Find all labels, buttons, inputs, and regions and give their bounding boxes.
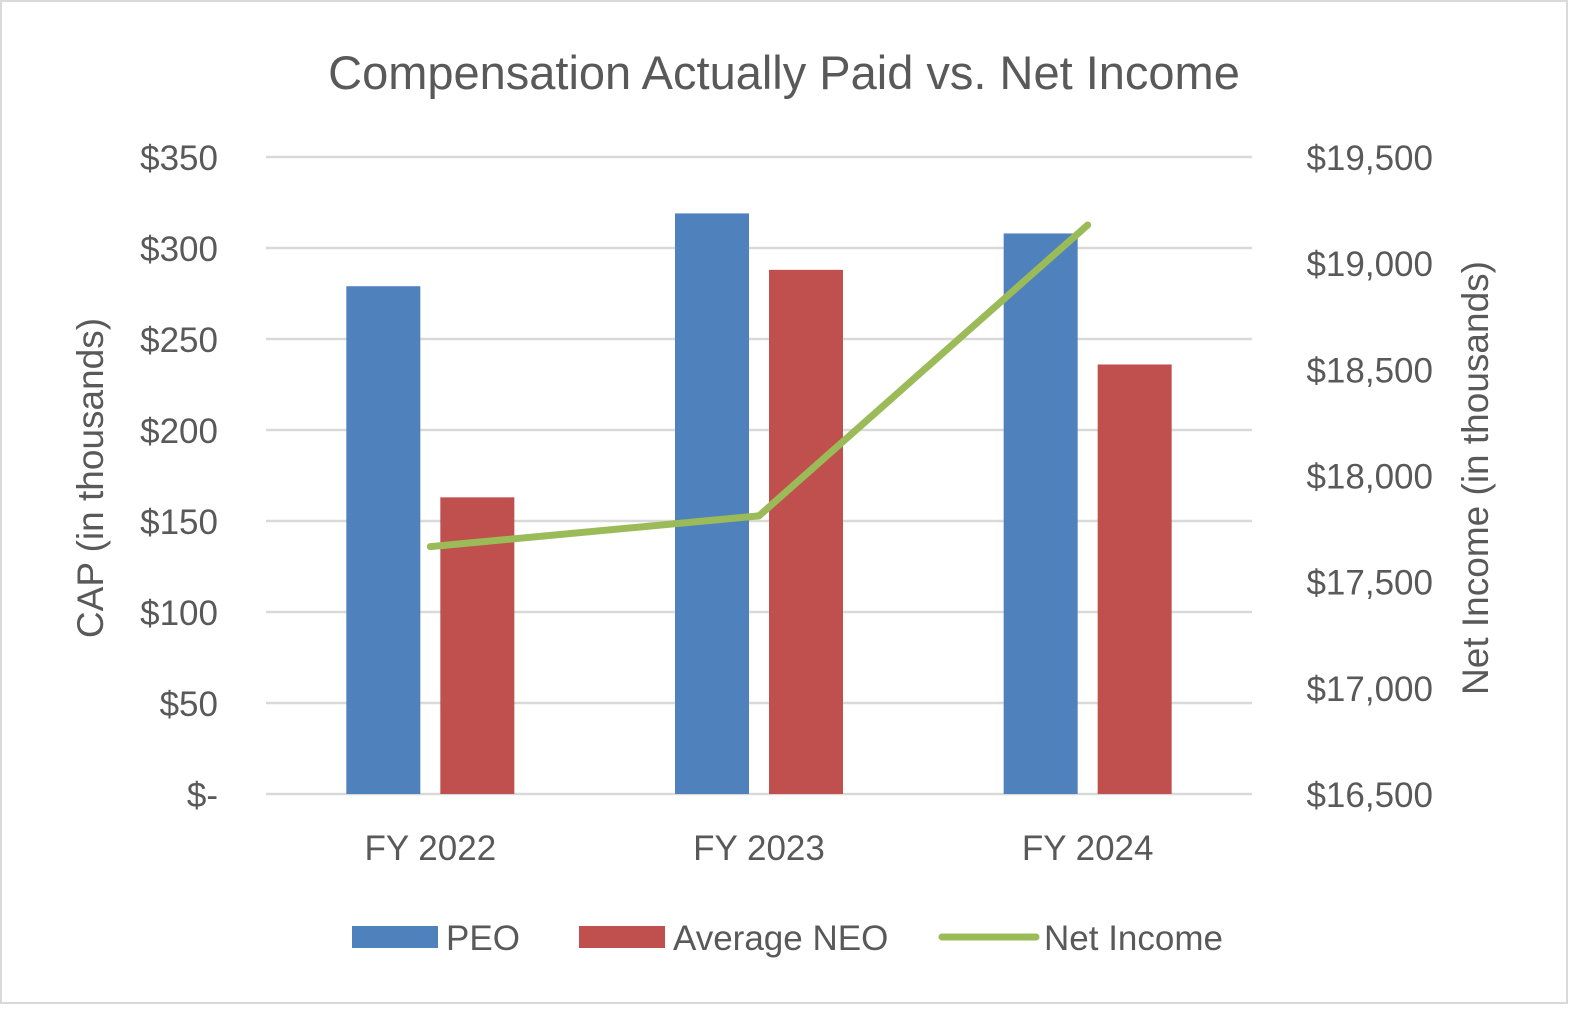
legend-swatch-peo [352,926,438,948]
left-axis-label: CAP (in thousands) [70,318,111,638]
legend: PEO Average NEO Net Income [352,919,1223,958]
left-tick-label: $200 [140,412,218,451]
x-axis-ticks: FY 2022 FY 2023 FY 2024 [364,829,1153,868]
chart-frame: Compensation Actually Paid vs. Net Incom… [0,0,1568,1004]
legend-label-net-income: Net Income [1044,919,1223,958]
right-tick-label: $18,500 [1306,351,1433,390]
left-tick-label: $250 [140,321,218,360]
right-tick-label: $16,500 [1306,776,1433,815]
left-tick-label: $50 [160,685,218,724]
chart-title: Compensation Actually Paid vs. Net Incom… [328,46,1240,99]
x-tick-label: FY 2022 [364,829,496,868]
line-net-income [426,221,1092,551]
gridlines [266,155,1252,796]
right-axis-ticks: $16,500 $17,000 $17,500 $18,000 $18,500 $19,0… [1306,139,1433,815]
right-tick-label: $18,000 [1306,458,1433,497]
x-tick-label: FY 2024 [1022,829,1154,868]
right-tick-label: $19,000 [1306,245,1433,284]
bar-average-neo [1097,364,1172,794]
legend-label-average-neo: Average NEO [673,919,888,958]
right-tick-label: $17,500 [1306,564,1433,603]
combo-chart: Compensation Actually Paid vs. Net Incom… [70,46,1496,958]
line-series [426,221,1092,551]
bar-average-neo [769,269,843,795]
right-tick-label: $19,500 [1306,139,1433,178]
right-tick-label: $17,000 [1306,670,1433,709]
bar-peo [1003,233,1078,794]
left-tick-label: $- [187,776,218,815]
right-axis-label: Net Income (in thousands) [1455,261,1496,695]
legend-swatch-average-neo [579,926,665,948]
bar-peo [675,213,749,795]
bar-peo [346,286,421,794]
left-axis-ticks: $- $50 $100 $150 $200 $250 $300 $350 [140,139,218,815]
left-tick-label: $350 [140,139,218,178]
left-tick-label: $150 [140,503,218,542]
left-tick-label: $300 [140,230,218,269]
bar-series [346,213,1172,795]
x-tick-label: FY 2023 [693,829,825,868]
left-tick-label: $100 [140,594,218,633]
legend-label-peo: PEO [446,919,520,958]
